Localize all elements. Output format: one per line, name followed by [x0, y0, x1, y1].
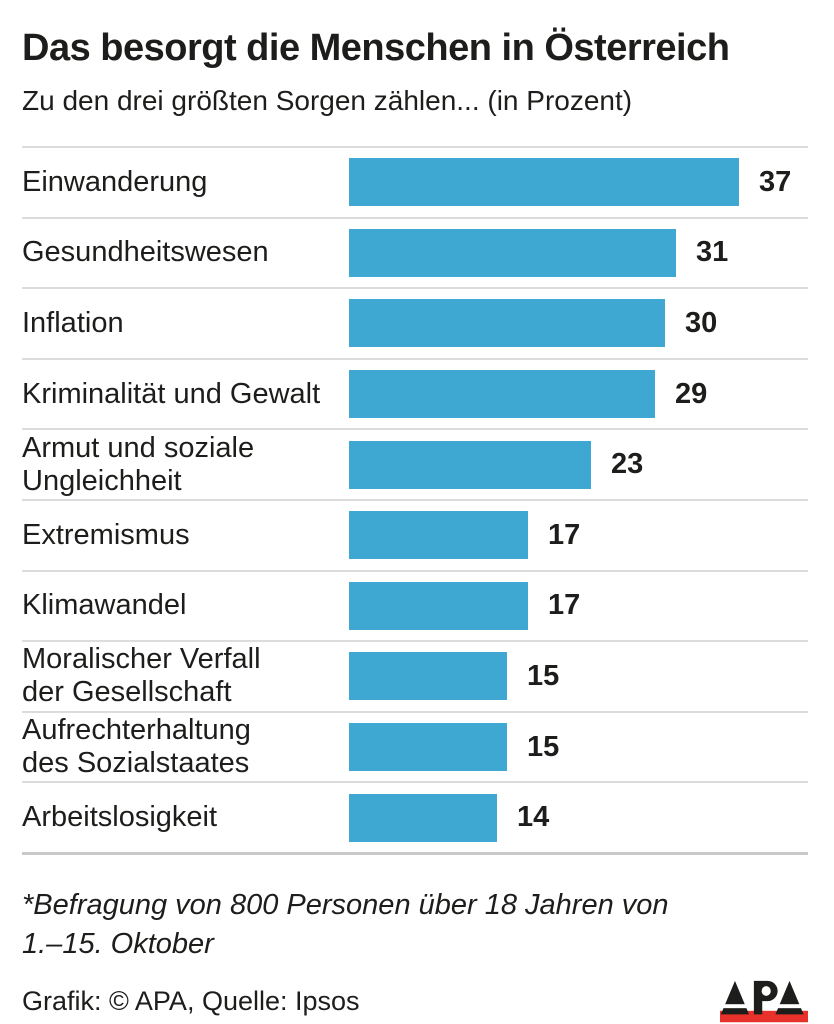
bar-area: 14: [349, 793, 808, 842]
bar-area: 17: [349, 511, 808, 560]
bar-area: 37: [349, 158, 808, 207]
value-label: 14: [517, 801, 550, 834]
apa-logo: [720, 979, 808, 1024]
bar: [349, 440, 591, 489]
bar-area: 30: [349, 299, 808, 348]
bar-area: 17: [349, 581, 808, 630]
footnote-line-2: 1.–15. Oktober: [22, 927, 214, 960]
category-label: Extremismus: [22, 518, 190, 551]
footnote: *Befragung von 800 Personen über 18 Jahr…: [22, 886, 808, 964]
page-title: Das besorgt die Menschen in Österreich: [22, 27, 730, 69]
category-label: Armut und soziale Ungleichheit: [22, 431, 255, 497]
credit-line: Grafik: © APA, Quelle: Ipsos: [22, 986, 360, 1017]
chart-row: Arbeitslosigkeit 14: [22, 781, 808, 852]
category-label: Moralischer Verfall der Gesellschaft: [22, 643, 261, 709]
category-label: Inflation: [22, 306, 124, 339]
category-label: Aufrechterhaltung des Sozialstaates: [22, 714, 251, 780]
bar-area: 31: [349, 228, 808, 277]
chart-row: Moralischer Verfall der Gesellschaft 15: [22, 640, 808, 711]
bar: [349, 370, 655, 419]
category-label: Kriminalität und Gewalt: [22, 377, 321, 410]
bar: [349, 793, 497, 842]
footer: Grafik: © APA, Quelle: Ipsos: [22, 979, 808, 1024]
bar-chart: Einwanderung 37 Gesundheitswesen 31 Inflatio…: [22, 146, 808, 855]
chart-row: Inflation 30: [22, 287, 808, 358]
chart-row: Aufrechterhaltung des Sozialstaates 15: [22, 710, 808, 782]
value-label: 31: [696, 236, 729, 269]
value-label: 15: [527, 659, 560, 692]
value-label: 17: [548, 589, 581, 622]
chart-row: Einwanderung 37: [22, 146, 808, 217]
value-label: 17: [548, 518, 581, 551]
footnote-line-1: *Befragung von 800 Personen über 18 Jahr…: [22, 888, 669, 921]
bar-area: 23: [349, 440, 808, 489]
chart-row: Gesundheitswesen 31: [22, 216, 808, 288]
value-label: 37: [759, 165, 792, 198]
chart-row: Kriminalität und Gewalt 29: [22, 357, 808, 429]
bar: [349, 723, 507, 772]
bar-area: 15: [349, 723, 808, 772]
page-subtitle: Zu den drei größten Sorgen zählen... (in…: [22, 85, 633, 116]
bar: [349, 228, 676, 277]
bar: [349, 158, 739, 207]
value-label: 23: [611, 448, 644, 481]
category-label: Gesundheitswesen: [22, 236, 269, 269]
bar: [349, 511, 528, 560]
value-label: 15: [527, 730, 560, 763]
value-label: 30: [685, 306, 718, 339]
chart-row: Extremismus 17: [22, 498, 808, 570]
chart-row: Klimawandel 17: [22, 569, 808, 641]
bar-area: 29: [349, 370, 808, 419]
category-label: Einwanderung: [22, 165, 208, 198]
value-label: 29: [675, 377, 708, 410]
chart-row: Armut und soziale Ungleichheit 23: [22, 428, 808, 499]
bar: [349, 299, 665, 348]
bar: [349, 652, 507, 701]
bar: [349, 581, 528, 630]
apa-logo-icon: [720, 980, 808, 1023]
category-label: Klimawandel: [22, 589, 187, 622]
category-label: Arbeitslosigkeit: [22, 801, 218, 834]
bar-area: 15: [349, 652, 808, 701]
